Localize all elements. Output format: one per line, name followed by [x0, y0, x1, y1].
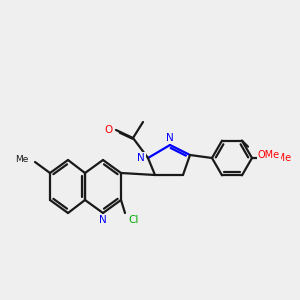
Text: OMe: OMe — [258, 150, 280, 160]
Text: N: N — [99, 215, 107, 225]
Text: N: N — [137, 153, 145, 163]
Text: N: N — [166, 133, 174, 143]
Text: Cl: Cl — [128, 215, 138, 225]
Text: OMe: OMe — [270, 153, 292, 163]
Text: Me: Me — [16, 155, 29, 164]
Text: O: O — [105, 125, 113, 135]
